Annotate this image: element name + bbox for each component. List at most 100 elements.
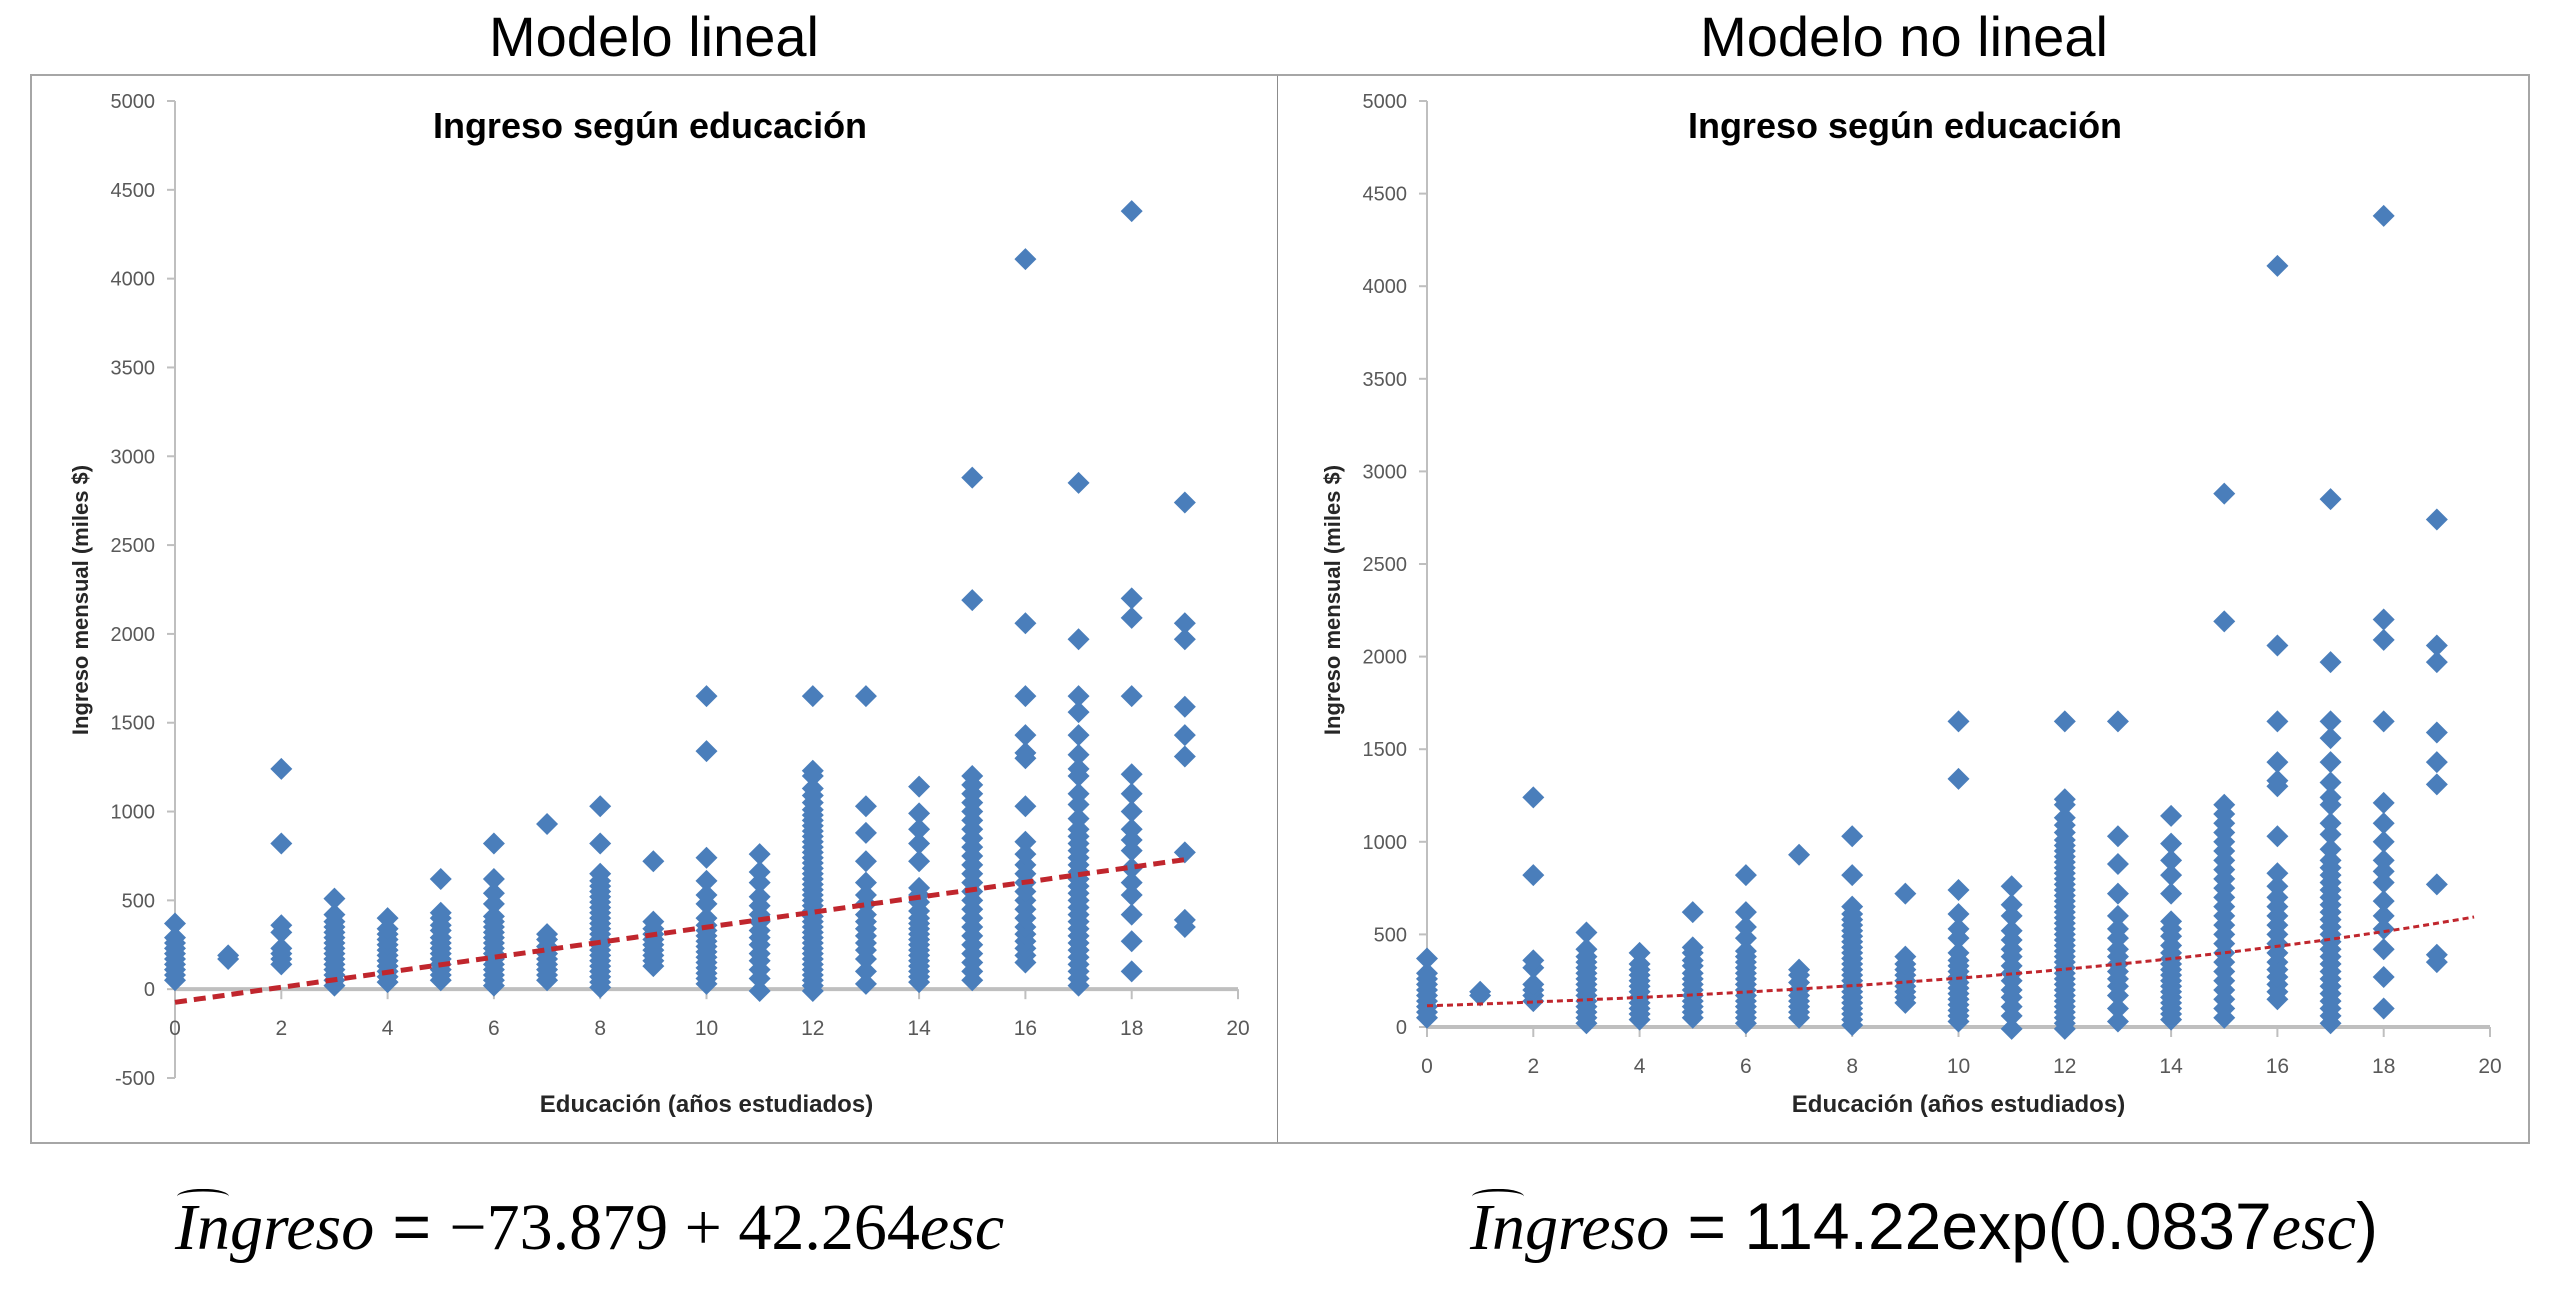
- data-point: [1173, 841, 1196, 864]
- y-tick-label: 1000: [1363, 832, 1408, 854]
- data-point: [854, 685, 877, 708]
- data-point: [1734, 864, 1757, 887]
- y-axis-label: Ingreso mensual (miles $): [68, 465, 93, 735]
- data-point: [1120, 800, 1143, 823]
- data-point: [2319, 771, 2342, 794]
- y-tick-label: 500: [122, 890, 155, 912]
- equation-variable: esc: [919, 1191, 1005, 1264]
- data-point: [854, 850, 877, 873]
- data-point: [2319, 786, 2342, 809]
- y-tick-label: 1000: [111, 802, 156, 824]
- equation-equals: =: [374, 1189, 450, 1263]
- data-point: [2000, 875, 2023, 898]
- data-point: [1947, 903, 1970, 926]
- data-point: [2372, 917, 2395, 940]
- data-point: [2160, 910, 2183, 933]
- data-point: [2160, 832, 2183, 855]
- data-point: [1067, 685, 1090, 708]
- data-point: [2372, 860, 2395, 883]
- data-point: [2266, 254, 2289, 277]
- equation-lhs: Ingreso: [175, 1191, 375, 1264]
- data-point: [1681, 936, 1704, 959]
- x-tick-label: 8: [594, 1017, 606, 1040]
- data-point: [854, 884, 877, 907]
- data-point: [1841, 864, 1864, 887]
- data-point: [908, 818, 931, 841]
- data-point: [908, 802, 931, 825]
- data-point: [1841, 895, 1864, 918]
- data-point: [2372, 204, 2395, 227]
- y-tick-label: 4000: [111, 269, 156, 291]
- data-point: [748, 979, 771, 1002]
- data-point: [2160, 882, 2183, 905]
- x-tick-label: 8: [1846, 1055, 1858, 1078]
- data-point: [695, 869, 718, 892]
- x-tick-label: 14: [907, 1017, 931, 1040]
- x-tick-label: 14: [2159, 1055, 2183, 1078]
- data-point: [2053, 710, 2076, 733]
- title-nonlinear-model: Modelo no lineal: [1700, 5, 2108, 68]
- data-point: [2160, 804, 2183, 827]
- data-point: [2000, 919, 2023, 942]
- data-point: [2106, 997, 2129, 1020]
- data-point: [1522, 864, 1545, 887]
- x-tick-label: 0: [1421, 1055, 1433, 1078]
- data-point: [1522, 786, 1545, 809]
- data-point: [2053, 788, 2076, 811]
- data-point: [1067, 628, 1090, 651]
- data-point: [2106, 853, 2129, 876]
- y-tick-label: 0: [144, 979, 155, 1001]
- y-tick-label: 4500: [111, 180, 156, 202]
- data-point: [2266, 886, 2289, 909]
- data-point: [1120, 960, 1143, 983]
- data-point: [1734, 901, 1757, 924]
- data-point: [429, 901, 452, 924]
- data-point: [1067, 807, 1090, 830]
- y-tick-label: 5000: [1363, 91, 1408, 113]
- data-point: [2053, 806, 2076, 829]
- x-axis-label: Educación (años estudiados): [1792, 1091, 2125, 1118]
- data-point: [1681, 901, 1704, 924]
- data-point: [589, 832, 612, 855]
- data-point: [1067, 471, 1090, 494]
- equation-rhs: 114.22exp(0.0837: [1744, 1189, 2272, 1263]
- equation-equals: =: [1669, 1189, 1745, 1263]
- data-point: [908, 775, 931, 798]
- x-tick-label: 0: [169, 1017, 181, 1040]
- data-point: [1947, 941, 1970, 964]
- data-point: [2266, 751, 2289, 774]
- data-point: [1522, 949, 1545, 972]
- data-point: [2266, 634, 2289, 657]
- data-point: [1120, 930, 1143, 953]
- data-point: [2266, 875, 2289, 898]
- data-point: [1628, 953, 1651, 976]
- x-tick-label: 20: [2478, 1055, 2501, 1078]
- data-point: [1788, 958, 1811, 981]
- data-point: [908, 832, 931, 855]
- data-point: [801, 685, 824, 708]
- data-point: [1120, 606, 1143, 629]
- data-point: [695, 685, 718, 708]
- data-point: [1120, 587, 1143, 610]
- data-point: [2000, 893, 2023, 916]
- data-point: [2425, 943, 2448, 966]
- data-point: [1067, 701, 1090, 724]
- y-tick-label: 3500: [1363, 369, 1408, 391]
- data-point: [854, 821, 877, 844]
- data-point: [961, 589, 984, 612]
- data-point: [2266, 769, 2289, 792]
- data-point: [1173, 695, 1196, 718]
- data-point: [1120, 763, 1143, 786]
- equation-variable: esc: [2271, 1191, 2356, 1264]
- y-tick-label: 2000: [1363, 647, 1408, 669]
- data-point: [1947, 710, 1970, 733]
- data-point: [1575, 921, 1598, 944]
- data-point: [2106, 938, 2129, 961]
- data-point: [217, 944, 240, 967]
- equation-lhs: Ingreso: [1470, 1191, 1670, 1264]
- y-tick-label: 4500: [1363, 184, 1408, 206]
- data-point: [2372, 890, 2395, 913]
- data-point: [1416, 962, 1438, 985]
- data-point: [1173, 745, 1196, 768]
- data-point: [2106, 1010, 2129, 1033]
